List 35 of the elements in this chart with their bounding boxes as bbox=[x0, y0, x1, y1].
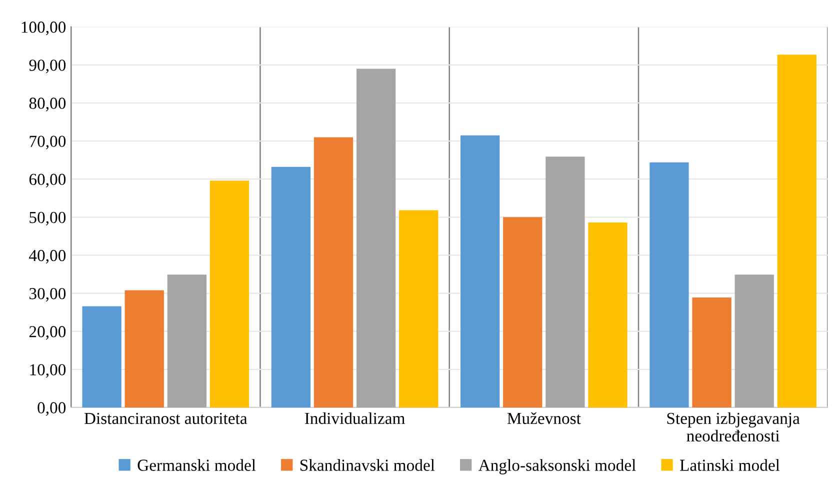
x-tick-label: Individualizam bbox=[304, 412, 405, 424]
bar bbox=[82, 306, 122, 408]
legend-label: Skandinavski model bbox=[300, 459, 435, 471]
bar bbox=[734, 274, 774, 408]
bar bbox=[167, 274, 206, 408]
y-tick-label: 70,00 bbox=[30, 136, 66, 150]
x-tick-label: Distanciranost autoriteta bbox=[84, 412, 248, 424]
legend-label: Latinski model bbox=[680, 459, 780, 471]
x-tick-label: Stepen izbjegavanja neodređenosti bbox=[667, 412, 800, 442]
bar bbox=[503, 217, 542, 408]
bar bbox=[271, 166, 311, 408]
bar bbox=[692, 297, 732, 408]
bar bbox=[588, 222, 628, 408]
bar bbox=[460, 135, 500, 408]
y-tick-label: 90,00 bbox=[29, 60, 66, 74]
y-tick-label: 80,00 bbox=[29, 98, 66, 112]
bar bbox=[650, 162, 689, 408]
bar bbox=[356, 68, 396, 408]
legend-label: Anglo-saksonski model bbox=[478, 459, 636, 474]
bar bbox=[124, 290, 164, 408]
y-tick-label: 10,00 bbox=[30, 364, 66, 378]
y-tick-label: 30,00 bbox=[29, 288, 66, 302]
x-tick-label: Muževnost bbox=[507, 412, 581, 424]
y-tick-label: 60,00 bbox=[29, 174, 66, 188]
bar bbox=[546, 156, 585, 408]
y-tick-label: 20,00 bbox=[29, 326, 66, 340]
bar bbox=[210, 180, 250, 408]
bar bbox=[314, 137, 354, 408]
y-tick-label: 0,00 bbox=[38, 402, 66, 416]
bar bbox=[399, 210, 438, 408]
y-tick-label: 40,00 bbox=[29, 250, 66, 264]
y-tick-label: 100,00 bbox=[22, 22, 66, 36]
y-tick-label: 50,00 bbox=[30, 212, 66, 226]
legend-label: Germanski model bbox=[138, 459, 256, 471]
bar bbox=[777, 54, 816, 408]
